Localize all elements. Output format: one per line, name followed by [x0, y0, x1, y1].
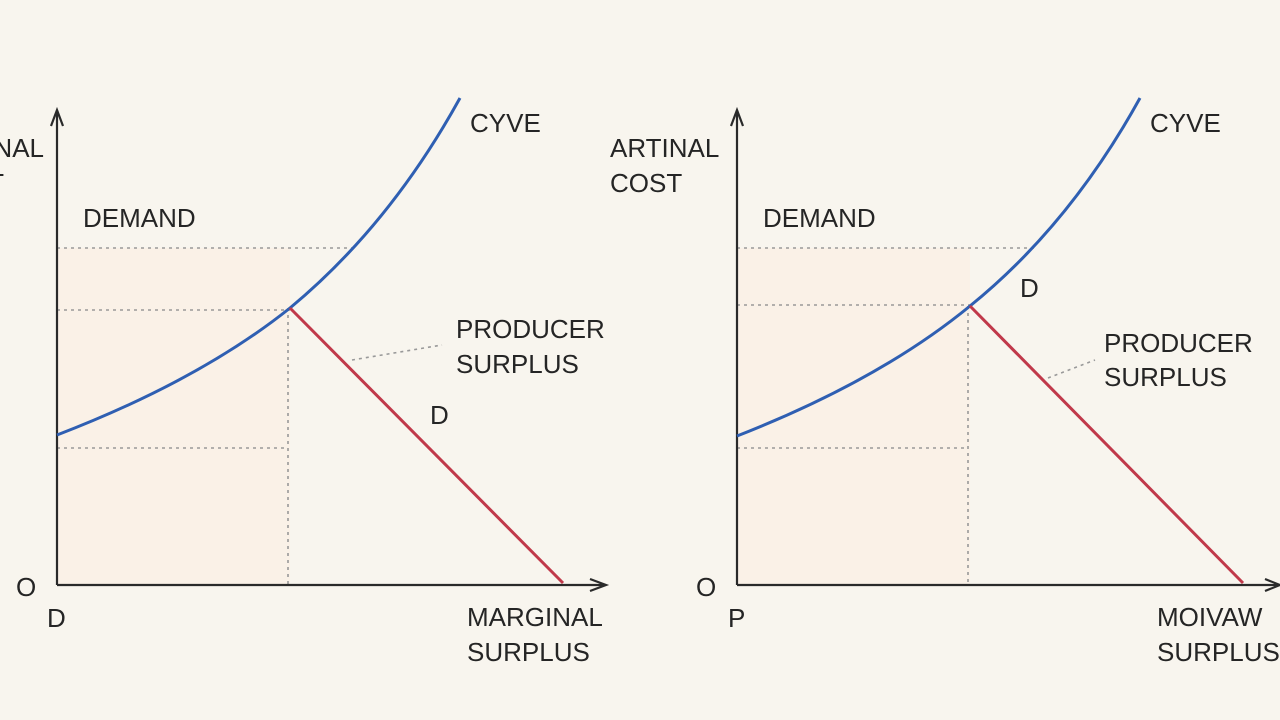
surplus-label: SURPLUS — [1104, 362, 1227, 392]
curve-label: CYVE — [1150, 108, 1221, 138]
x-axis — [57, 577, 610, 593]
demand-line — [968, 304, 1245, 585]
origin-label: O — [696, 572, 716, 602]
x-axis-label: SURPLUS — [467, 637, 590, 667]
line-label: D — [430, 400, 449, 430]
x-axis — [737, 577, 1280, 593]
y-axis-label: NAL — [0, 133, 44, 163]
shaded-area — [738, 248, 970, 584]
shaded-area — [58, 248, 290, 584]
surplus-label: PRODUCER — [1104, 328, 1253, 358]
corner-label: P — [728, 603, 745, 633]
x-axis-label: MARGINAL — [467, 602, 603, 632]
origin-label: O — [16, 572, 36, 602]
y-axis-label: COST — [610, 168, 682, 198]
y-axis-label: ARTINAL — [610, 133, 719, 163]
curve-label: CYVE — [470, 108, 541, 138]
demand-label: DEMAND — [83, 203, 196, 233]
leader-line — [1047, 359, 1096, 379]
surplus-label: PRODUCER — [456, 314, 605, 344]
demand-line — [288, 306, 565, 585]
x-axis-label: SURPLUS — [1157, 637, 1280, 667]
y-axis-label: T — [0, 168, 4, 198]
panel-right: ARTINAL COST CYVE DEMAND D PRODUCER SURP… — [610, 97, 1280, 667]
demand-label: DEMAND — [763, 203, 876, 233]
line-label: D — [1020, 273, 1039, 303]
y-axis — [729, 106, 745, 585]
panel-left: NAL T CYVE DEMAND PRODUCER SURPLUS D O D… — [0, 97, 610, 667]
corner-label: D — [47, 603, 66, 633]
surplus-label: SURPLUS — [456, 349, 579, 379]
x-axis-label: MOIVAW — [1157, 602, 1263, 632]
y-axis — [49, 106, 65, 585]
leader-line — [351, 344, 443, 361]
